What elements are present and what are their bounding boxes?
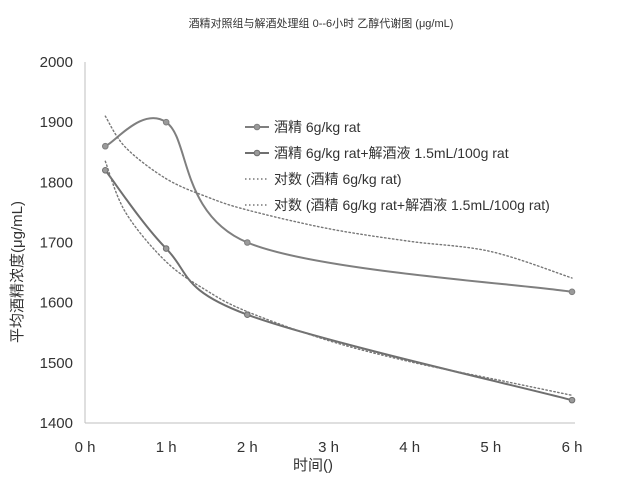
y-tick-label: 1400	[40, 415, 73, 432]
legend-label: 对数 (酒精 6g/kg rat+解酒液 1.5mL/100g rat)	[274, 197, 550, 213]
x-axis-label: 时间()	[293, 457, 333, 474]
legend-marker	[253, 149, 261, 157]
data-point	[101, 142, 109, 150]
legend: 酒精 6g/kg rat 酒精 6g/kg rat+解酒液 1.5mL/100g …	[245, 119, 550, 213]
y-axis-label: 平均酒精浓度(μg/mL)	[9, 201, 26, 343]
data-point	[162, 245, 170, 252]
y-tick-label: 1900	[40, 114, 73, 131]
y-tick-label: 1500	[40, 355, 73, 372]
trendline-3	[104, 160, 573, 397]
x-tick-label: 6 h	[562, 439, 583, 456]
series-line-0	[104, 117, 573, 293]
x-tick-label: 1 h	[156, 439, 177, 456]
data-point	[568, 288, 576, 296]
data-point	[568, 396, 576, 404]
series-layer	[101, 115, 576, 404]
data-point	[162, 118, 170, 126]
x-tick-label: 2 h	[237, 439, 258, 456]
data-point	[244, 311, 251, 319]
legend-marker	[253, 123, 261, 131]
x-tick-labels: 0 h 1 h 2 h 3 h 4 h 5 h 6 h	[75, 439, 583, 456]
legend-label: 酒精 6g/kg rat	[274, 119, 360, 135]
x-tick-label: 3 h	[318, 439, 339, 456]
x-tick-label: 4 h	[399, 439, 420, 456]
data-point	[244, 239, 251, 246]
x-tick-label: 0 h	[75, 439, 96, 456]
y-tick-label: 1800	[40, 174, 73, 191]
y-tick-label: 1600	[40, 295, 73, 312]
series-line-1	[104, 169, 573, 402]
x-tick-label: 5 h	[480, 439, 501, 456]
trendline-2	[104, 115, 573, 279]
y-tick-label: 2000	[40, 54, 73, 71]
legend-label: 酒精 6g/kg rat+解酒液 1.5mL/100g rat	[274, 145, 509, 161]
y-tick-labels: 1400 1500 1600 1700 1800 1900 2000	[40, 54, 73, 432]
data-point	[101, 167, 109, 174]
legend-label: 对数 (酒精 6g/kg rat)	[274, 171, 402, 187]
chart-title: 酒精对照组与解酒处理组 0--6小时 乙醇代谢图 (μg/mL)	[189, 16, 454, 30]
y-tick-label: 1700	[40, 235, 73, 252]
